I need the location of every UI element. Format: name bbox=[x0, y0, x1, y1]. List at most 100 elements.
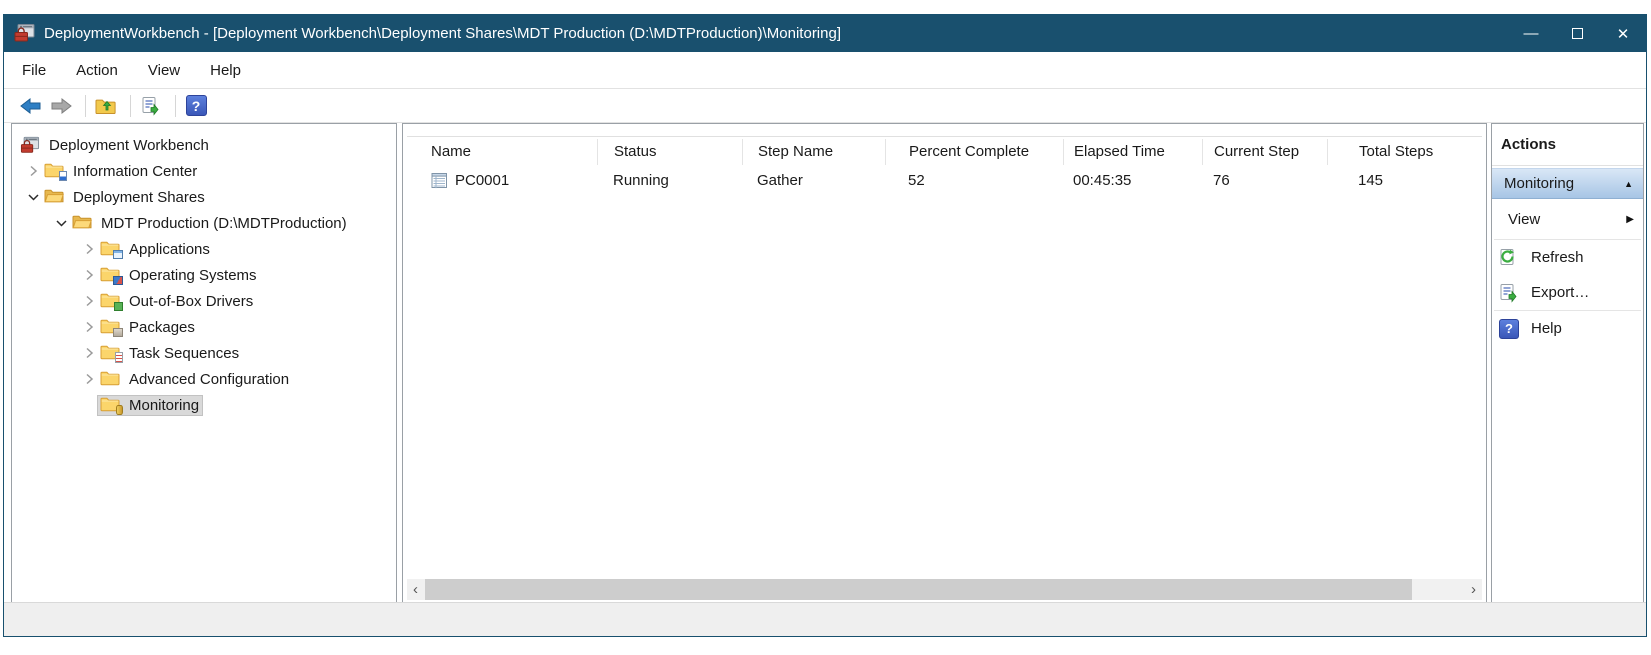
back-button[interactable] bbox=[18, 94, 44, 118]
workbench-icon bbox=[20, 136, 42, 154]
action-view[interactable]: View ▶ bbox=[1492, 199, 1643, 239]
tree-item-out-of-box-drivers[interactable]: Out-of-Box Drivers bbox=[12, 288, 396, 314]
chevron-right-icon[interactable] bbox=[80, 240, 98, 258]
column-header-elapsed-time[interactable]: Elapsed Time bbox=[1063, 139, 1202, 165]
refresh-icon bbox=[1498, 247, 1520, 269]
column-header-percent-complete[interactable]: Percent Complete bbox=[885, 139, 1063, 165]
window-title: DeploymentWorkbench - [Deployment Workbe… bbox=[44, 25, 841, 42]
column-header-step-name[interactable]: Step Name bbox=[742, 139, 885, 165]
tree-item-label: Information Center bbox=[73, 162, 198, 180]
actions-pane-title: Actions bbox=[1492, 124, 1643, 166]
title-bar: DeploymentWorkbench - [Deployment Workbe… bbox=[4, 15, 1646, 52]
tree-item-monitoring[interactable]: Monitoring bbox=[12, 392, 396, 418]
row-current-step: 76 bbox=[1213, 171, 1230, 189]
chevron-down-icon[interactable] bbox=[24, 188, 42, 206]
menu-help[interactable]: Help bbox=[210, 61, 241, 79]
tree-item-label: Applications bbox=[129, 240, 210, 258]
chevron-right-icon[interactable] bbox=[80, 292, 98, 310]
folder-applications-icon bbox=[100, 240, 123, 259]
menu-action[interactable]: Action bbox=[76, 61, 118, 79]
folder-open-icon bbox=[72, 214, 94, 232]
column-header-name[interactable]: Name bbox=[431, 143, 472, 160]
tree-item-advanced-configuration[interactable]: Advanced Configuration bbox=[12, 366, 396, 392]
action-export[interactable]: Export… bbox=[1492, 275, 1643, 310]
up-one-level-button[interactable] bbox=[93, 94, 119, 118]
back-arrow-icon bbox=[19, 96, 43, 116]
help-icon: ? bbox=[1498, 318, 1520, 340]
scroll-right-button[interactable]: › bbox=[1471, 581, 1476, 598]
computer-report-icon bbox=[431, 172, 448, 189]
forward-button[interactable] bbox=[48, 94, 74, 118]
scrollbar-thumb[interactable] bbox=[425, 579, 1412, 600]
actions-separator bbox=[1494, 310, 1641, 311]
chevron-right-icon[interactable] bbox=[80, 370, 98, 388]
scroll-left-button[interactable]: ‹ bbox=[413, 581, 418, 598]
list-view: Name Status Step Name Percent Complete E… bbox=[407, 136, 1482, 575]
row-percent-complete: 52 bbox=[908, 171, 925, 189]
collapse-icon[interactable]: ▲ bbox=[1624, 178, 1633, 189]
chevron-right-icon[interactable] bbox=[80, 266, 98, 284]
tree-item-label: Packages bbox=[129, 318, 195, 336]
export-button[interactable] bbox=[138, 94, 164, 118]
action-label: Refresh bbox=[1531, 249, 1584, 266]
action-help[interactable]: ? Help bbox=[1492, 311, 1643, 346]
column-header-status[interactable]: Status bbox=[597, 139, 742, 165]
tree-item-deployment-workbench[interactable]: Deployment Workbench bbox=[12, 132, 396, 158]
submenu-arrow-icon: ▶ bbox=[1626, 213, 1634, 225]
toolbar-separator bbox=[175, 94, 176, 117]
toolbar: ? bbox=[4, 89, 1646, 123]
app-window: DeploymentWorkbench - [Deployment Workbe… bbox=[3, 14, 1647, 637]
chevron-right-icon[interactable] bbox=[80, 318, 98, 336]
folder-up-icon bbox=[95, 97, 117, 115]
actions-group-monitoring[interactable]: Monitoring ▲ bbox=[1492, 168, 1643, 199]
tree-item-packages[interactable]: Packages bbox=[12, 314, 396, 340]
tree-item-deployment-shares[interactable]: Deployment Shares bbox=[12, 184, 396, 210]
minimize-icon: — bbox=[1523, 25, 1539, 42]
menu-bar: File Action View Help bbox=[4, 52, 1646, 89]
row-elapsed-time: 00:45:35 bbox=[1073, 171, 1132, 189]
chevron-right-icon[interactable] bbox=[80, 344, 98, 362]
row-name-cell: PC0001 bbox=[407, 172, 597, 189]
tree-item-label: Operating Systems bbox=[129, 266, 257, 284]
action-label: Export… bbox=[1531, 284, 1590, 301]
folder-icon bbox=[100, 370, 122, 388]
tree-item-label: Deployment Workbench bbox=[49, 136, 209, 154]
chevron-down-icon[interactable] bbox=[52, 214, 70, 232]
tree-item-information-center[interactable]: Information Center bbox=[12, 158, 396, 184]
tree-item-mdt-production[interactable]: MDT Production (D:\MDTProduction) bbox=[12, 210, 396, 236]
maximize-icon bbox=[1571, 28, 1583, 39]
row-status: Running bbox=[613, 171, 669, 189]
close-button[interactable]: ✕ bbox=[1600, 15, 1646, 52]
status-bar bbox=[4, 602, 1646, 636]
toolbar-separator bbox=[130, 94, 131, 117]
close-icon: ✕ bbox=[1616, 25, 1630, 43]
tree-item-task-sequences[interactable]: Task Sequences bbox=[12, 340, 396, 366]
maximize-button[interactable] bbox=[1554, 15, 1600, 52]
menu-file[interactable]: File bbox=[22, 61, 47, 79]
tree-item-label: Monitoring bbox=[129, 396, 200, 414]
row-total-steps: 145 bbox=[1358, 171, 1384, 189]
minimize-button[interactable]: — bbox=[1508, 15, 1554, 52]
selected-tree-item[interactable]: Monitoring bbox=[96, 394, 204, 416]
column-header-total-steps[interactable]: Total Steps bbox=[1327, 139, 1482, 165]
actions-separator bbox=[1494, 239, 1641, 240]
folder-info-icon bbox=[44, 162, 67, 181]
horizontal-scrollbar[interactable]: ‹ › bbox=[407, 579, 1482, 600]
column-header-current-step[interactable]: Current Step bbox=[1202, 139, 1327, 165]
action-label: Help bbox=[1531, 320, 1562, 337]
table-row[interactable]: PC0001 Running Gather 52 00:45:35 76 145 bbox=[407, 167, 1482, 193]
menu-view[interactable]: View bbox=[147, 61, 181, 79]
results-pane: Name Status Step Name Percent Complete E… bbox=[402, 123, 1487, 604]
help-icon: ? bbox=[185, 95, 207, 116]
list-header: Name Status Step Name Percent Complete E… bbox=[407, 137, 1482, 167]
help-button[interactable]: ? bbox=[183, 94, 209, 118]
action-refresh[interactable]: Refresh bbox=[1492, 240, 1643, 275]
folder-task-sequences-icon bbox=[100, 344, 123, 363]
chevron-right-icon[interactable] bbox=[24, 162, 42, 180]
tree-item-label: Advanced Configuration bbox=[129, 370, 290, 388]
folder-monitoring-icon bbox=[100, 396, 123, 415]
tree-item-operating-systems[interactable]: Operating Systems bbox=[12, 262, 396, 288]
actions-group-label: Monitoring bbox=[1504, 175, 1575, 192]
action-label: View bbox=[1508, 210, 1541, 228]
tree-item-applications[interactable]: Applications bbox=[12, 236, 396, 262]
